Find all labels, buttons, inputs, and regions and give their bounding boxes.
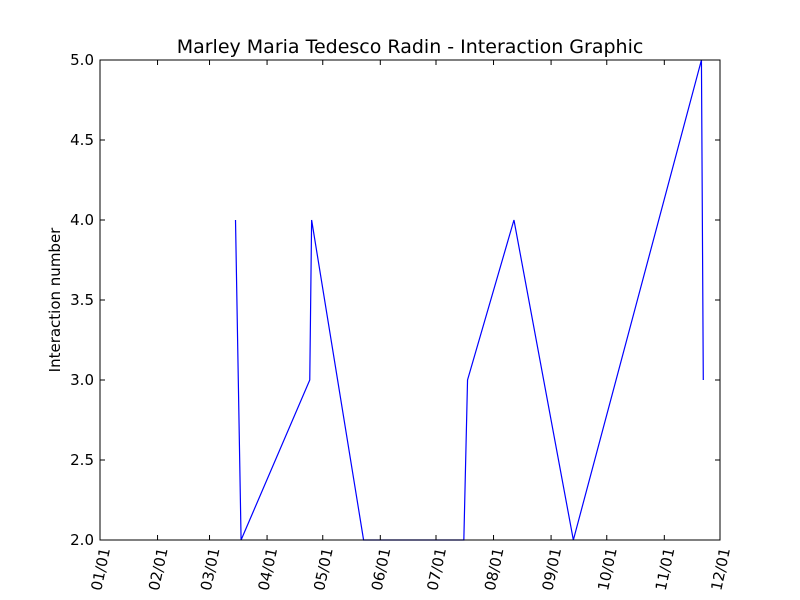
series-line [234, 59, 704, 541]
x-tick-label: 05/01 [310, 546, 337, 592]
plot-area: 01/01 02/01 03/01 04/01 05/01 06/01 07/01 08/01… [70, 51, 734, 592]
x-tick-label: 01/01 [87, 546, 114, 592]
x-tick-label: 03/01 [197, 546, 224, 592]
y-tick-label: 2.0 [70, 531, 94, 549]
y-tick-label: 3.0 [70, 371, 94, 389]
x-tick-label: 02/01 [145, 546, 172, 592]
y-axis-label: Interaction number [46, 227, 64, 373]
y-tick-label: 2.5 [70, 451, 94, 469]
x-tick-label: 12/01 [707, 546, 734, 592]
x-tick-label: 11/01 [652, 546, 679, 592]
x-tick-label: 10/01 [594, 546, 621, 592]
chart-title: Marley Maria Tedesco Radin - Interaction… [177, 36, 644, 58]
x-tick-label: 07/01 [423, 546, 450, 592]
x-tick-label: 06/01 [368, 546, 395, 592]
y-tick-label: 3.5 [70, 291, 94, 309]
x-tick-label: 09/01 [539, 546, 566, 592]
x-tick-label: 08/01 [481, 546, 508, 592]
y-tick-label: 4.5 [70, 131, 94, 149]
x-tick-label: 04/01 [255, 546, 282, 592]
plot-frame [99, 59, 721, 541]
y-tick-label: 4.0 [70, 211, 94, 229]
y-tick-label: 5.0 [70, 51, 94, 69]
